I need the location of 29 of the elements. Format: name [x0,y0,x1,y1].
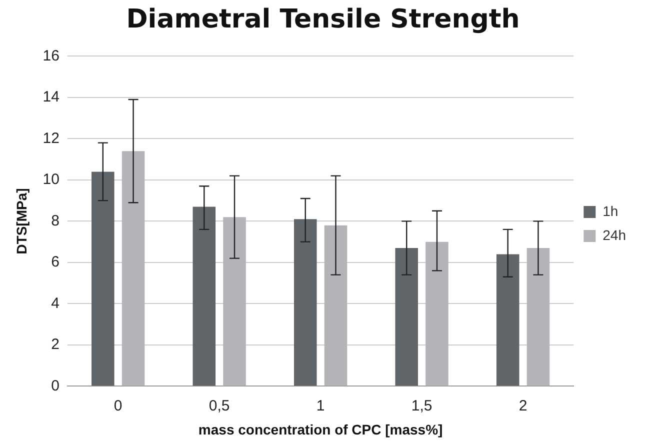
legend-label: 24h [602,226,626,243]
x-axis-title: mass concentration of CPC [mass%] [198,421,443,438]
y-tick-label: 4 [51,294,60,312]
x-tick-label: 2 [518,397,528,414]
bar [223,217,246,386]
bar [294,219,317,386]
y-axis-title: DTS[MPa] [13,188,30,254]
bar [324,225,348,386]
bar [122,151,145,386]
y-tick-label: 2 [51,336,60,354]
bar [526,248,550,386]
chart-title: Diametral Tensile Strength [126,4,520,34]
x-tick-label: 1,5 [411,397,432,414]
y-tick-label: 0 [51,377,60,394]
y-tick-label: 10 [42,171,60,188]
y-tick-label: 14 [42,88,60,106]
y-tick-label: 6 [51,254,60,271]
x-tick-label: 1 [316,397,325,414]
bar [192,206,216,386]
y-tick-label: 12 [42,130,60,147]
bar [426,242,448,386]
legend-label: 1h [602,202,618,219]
bar [496,254,520,386]
x-tick-label: 0 [114,397,122,414]
bar [395,248,418,386]
x-tick-label: 0,5 [208,397,230,414]
bar [92,172,114,386]
y-tick-label: 16 [42,47,60,64]
y-tick-label: 8 [51,212,60,230]
